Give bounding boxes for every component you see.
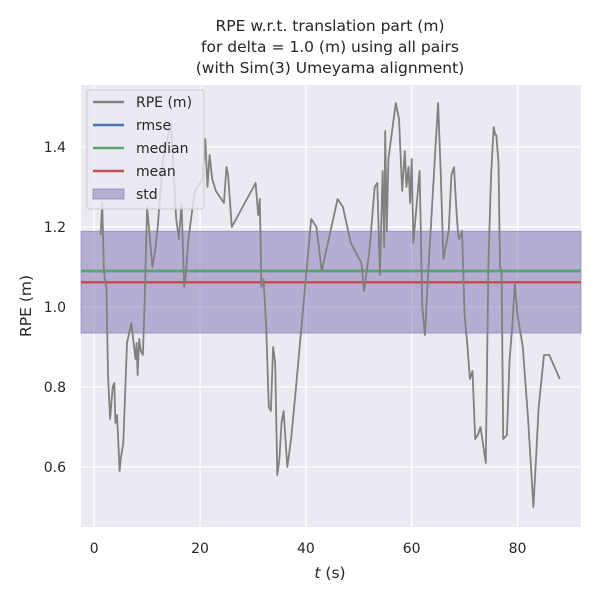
x-axis-label-unit: (s) xyxy=(320,564,345,582)
legend-label-mean: mean xyxy=(136,164,176,180)
x-tick-label-0: 0 xyxy=(90,541,99,557)
x-tick-label-4: 80 xyxy=(509,541,527,557)
x-tick-label-2: 40 xyxy=(297,541,315,557)
y-tick-label-4: 1.4 xyxy=(44,140,66,156)
y-tick-label-3: 1.2 xyxy=(44,220,66,236)
rpe-series-line xyxy=(99,102,561,508)
y-tick-label-1: 0.8 xyxy=(44,380,66,396)
chart-title-line-2: for delta = 1.0 (m) using all pairs xyxy=(201,38,459,56)
y-tick-labels: 0.6 0.8 1.0 1.2 1.4 xyxy=(44,140,66,476)
chart-title-line-1: RPE w.r.t. translation part (m) xyxy=(215,17,444,35)
legend-label-std: std xyxy=(136,187,158,203)
x-tick-labels: 0 20 40 60 80 xyxy=(90,541,527,557)
legend-items: RPE (m) rmse median mean std xyxy=(92,95,192,203)
x-axis-label: t (s) xyxy=(314,564,345,582)
legend-label-rmse: rmse xyxy=(136,118,171,134)
legend-label-median: median xyxy=(136,141,188,157)
legend: RPE (m) rmse median mean std xyxy=(86,89,205,210)
x-tick-label-1: 20 xyxy=(191,541,209,557)
y-axis-label: RPE (m) xyxy=(17,275,35,337)
x-tick-label-3: 60 xyxy=(403,541,421,557)
legend-box xyxy=(86,89,205,210)
y-tick-label-0: 0.6 xyxy=(44,460,66,476)
chart-title-line-3: (with Sim(3) Umeyama alignment) xyxy=(196,59,465,77)
stat-lines-layer xyxy=(81,269,581,284)
y-tick-label-2: 1.0 xyxy=(44,300,66,316)
series-layer xyxy=(99,102,561,508)
legend-label-rpem: RPE (m) xyxy=(136,95,192,111)
x-axis-label-variable: t xyxy=(314,564,321,582)
legend-swatch-std xyxy=(92,188,125,200)
